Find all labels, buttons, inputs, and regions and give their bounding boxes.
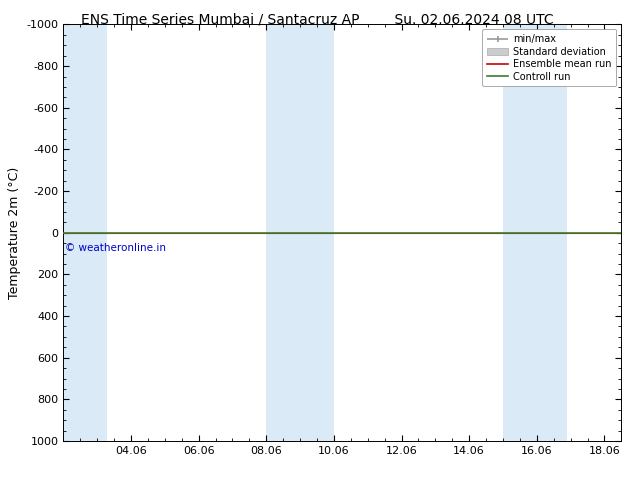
Y-axis label: Temperature 2m (°C): Temperature 2m (°C) bbox=[8, 167, 21, 299]
Legend: min/max, Standard deviation, Ensemble mean run, Controll run: min/max, Standard deviation, Ensemble me… bbox=[482, 29, 616, 86]
Text: © weatheronline.in: © weatheronline.in bbox=[65, 243, 166, 253]
Bar bbox=[266, 24, 334, 441]
Bar bbox=[503, 24, 567, 441]
Bar bbox=[63, 24, 107, 441]
Text: ENS Time Series Mumbai / Santacruz AP        Su. 02.06.2024 08 UTC: ENS Time Series Mumbai / Santacruz AP Su… bbox=[81, 12, 553, 26]
